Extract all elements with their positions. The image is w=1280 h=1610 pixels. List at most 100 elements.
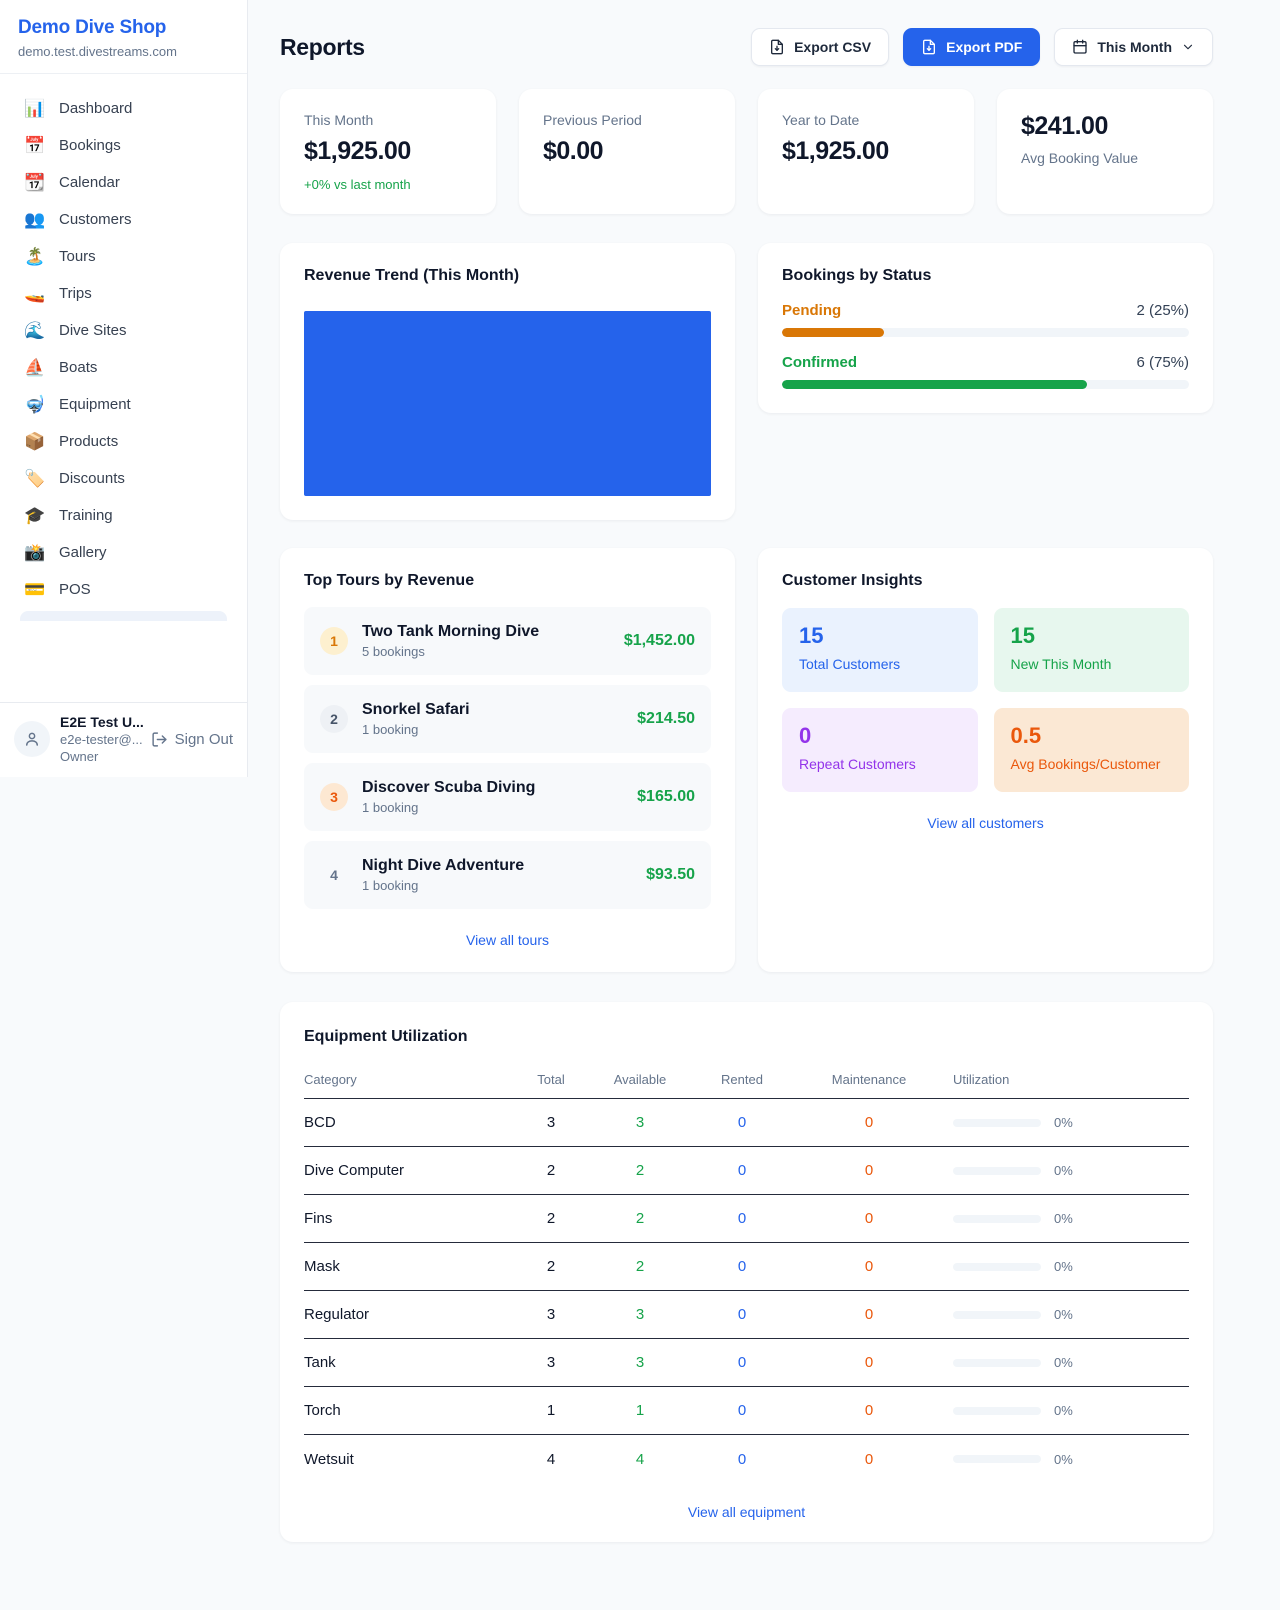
customer-insights-title: Customer Insights bbox=[782, 572, 923, 589]
cell-available: 1 bbox=[635, 1402, 645, 1419]
sidebar-item-bookings[interactable]: 📅 Bookings bbox=[8, 127, 239, 164]
sidebar-item-equipment[interactable]: 🤿 Equipment bbox=[8, 386, 239, 423]
stat-card-previous-period: Previous Period $0.00 bbox=[519, 89, 735, 214]
cell-category: BCD bbox=[304, 1114, 336, 1131]
file-download-icon bbox=[771, 39, 784, 55]
sidebar-item-boats[interactable]: ⛵ Boats bbox=[8, 349, 239, 386]
sidebar-item-dive-sites[interactable]: 🌊 Dive Sites bbox=[8, 312, 239, 349]
cell-rented: 0 bbox=[737, 1306, 747, 1323]
view-all-customers-link[interactable]: View all customers bbox=[782, 815, 1189, 831]
header-actions: Export CSV Export PDF This Month bbox=[751, 28, 1213, 66]
table-row: Tank 3 3 0 0 0% bbox=[304, 1339, 1189, 1387]
tour-bookings: 5 bookings bbox=[362, 644, 425, 659]
cell-maintenance: 0 bbox=[864, 1162, 874, 1179]
tour-revenue: $165.00 bbox=[637, 788, 695, 805]
cell-utilization: 0% bbox=[936, 1403, 1189, 1418]
camera-icon: 📸 bbox=[24, 543, 46, 562]
sidebar-item-pos[interactable]: 💳 POS bbox=[8, 571, 239, 608]
view-all-equipment-link[interactable]: View all equipment bbox=[304, 1504, 1189, 1520]
user-role: Owner bbox=[60, 749, 99, 764]
sidebar-item-gallery[interactable]: 📸 Gallery bbox=[8, 534, 239, 571]
cell-available: 2 bbox=[635, 1210, 645, 1227]
utilization-percent: 0% bbox=[1054, 1163, 1073, 1178]
cell-maintenance: 0 bbox=[864, 1450, 874, 1468]
export-csv-button[interactable]: Export CSV bbox=[751, 28, 890, 66]
utilization-percent: 0% bbox=[1054, 1451, 1073, 1467]
table-header-row: Category Total Available Rented Maintena… bbox=[304, 1061, 1189, 1099]
sidebar-item-tours[interactable]: 🏝️ Tours bbox=[8, 238, 239, 275]
user-email: e2e-tester@... bbox=[60, 732, 143, 747]
stat-card-this-month: This Month $1,925.00 +0% vs last month bbox=[280, 89, 496, 214]
shop-name: Demo Dive Shop bbox=[18, 17, 167, 38]
cell-total: 2 bbox=[546, 1210, 556, 1227]
calendar-icon bbox=[1073, 39, 1088, 54]
status-row-confirmed: Confirmed 6 (75%) bbox=[782, 354, 1189, 389]
shop-domain: demo.test.divestreams.com bbox=[18, 44, 177, 59]
cell-rented: 0 bbox=[737, 1210, 747, 1227]
column-header-maintenance: Maintenance bbox=[831, 1072, 907, 1087]
sign-out-button[interactable]: Sign Out bbox=[151, 731, 233, 748]
sidebar-item-label: Gallery bbox=[59, 544, 107, 561]
tour-list: 1 Two Tank Morning Dive 5 bookings $1,45… bbox=[304, 607, 711, 909]
package-icon: 📦 bbox=[24, 432, 46, 451]
sidebar-item-training[interactable]: 🎓 Training bbox=[8, 497, 239, 534]
main-content: Reports Export CSV Export PDF This Month… bbox=[248, 0, 1280, 1542]
sign-out-label: Sign Out bbox=[174, 730, 233, 748]
sidebar-item-label: Training bbox=[59, 507, 113, 524]
cell-available: 3 bbox=[635, 1306, 645, 1323]
revenue-trend-title: Revenue Trend (This Month) bbox=[304, 267, 520, 284]
cell-rented: 0 bbox=[737, 1258, 747, 1275]
tile-label: Total Customers bbox=[799, 656, 901, 672]
export-pdf-button[interactable]: Export PDF bbox=[903, 28, 1041, 66]
sidebar-item-label: Trips bbox=[59, 285, 92, 302]
utilization-bar bbox=[953, 1214, 1041, 1223]
table-row: Fins 2 2 0 0 0% bbox=[304, 1195, 1189, 1243]
cell-available: 2 bbox=[635, 1258, 645, 1275]
column-header-available: Available bbox=[613, 1072, 667, 1087]
wave-icon: 🌊 bbox=[24, 321, 46, 340]
cell-total: 1 bbox=[546, 1402, 556, 1419]
topbar: Reports Export CSV Export PDF This Month bbox=[280, 28, 1213, 66]
tile-value: 15 bbox=[1010, 623, 1035, 648]
status-row-pending: Pending 2 (25%) bbox=[782, 302, 1189, 337]
view-all-tours-link[interactable]: View all tours bbox=[304, 932, 711, 948]
chevron-down-icon bbox=[1183, 44, 1193, 50]
bookings-by-status-title: Bookings by Status bbox=[782, 267, 932, 284]
top-tours-title: Top Tours by Revenue bbox=[304, 572, 475, 589]
sidebar-item-trips[interactable]: 🚤 Trips bbox=[8, 275, 239, 312]
tile-label: Avg Bookings/Customer bbox=[1010, 756, 1161, 772]
sidebar-nav: 📊 Dashboard 📅 Bookings 📆 Calendar 👥 Cust… bbox=[0, 74, 247, 621]
sidebar-item-label: Boats bbox=[59, 359, 98, 376]
cell-available: 4 bbox=[635, 1450, 645, 1468]
tour-bookings: 1 booking bbox=[362, 722, 419, 737]
sidebar-item-dashboard[interactable]: 📊 Dashboard bbox=[8, 90, 239, 127]
insight-tile-new-this-month: 15 New This Month bbox=[993, 608, 1189, 692]
sidebar-item-customers[interactable]: 👥 Customers bbox=[8, 201, 239, 238]
utilization-bar bbox=[953, 1262, 1041, 1271]
graduation-cap-icon: 🎓 bbox=[24, 506, 46, 525]
speedboat-icon: 🚤 bbox=[24, 284, 46, 303]
period-select[interactable]: This Month bbox=[1054, 28, 1213, 66]
stat-card-avg-booking-value: $241.00 Avg Booking Value bbox=[997, 89, 1213, 214]
rank-badge: 1 bbox=[320, 627, 348, 655]
cell-maintenance: 0 bbox=[864, 1114, 874, 1131]
sidebar-item-discounts[interactable]: 🏷️ Discounts bbox=[8, 460, 239, 497]
cell-total: 2 bbox=[546, 1258, 556, 1275]
sidebar-item-reports-partial[interactable] bbox=[20, 611, 227, 621]
utilization-bar bbox=[953, 1455, 1041, 1463]
column-header-rented: Rented bbox=[721, 1072, 763, 1087]
sidebar-item-products[interactable]: 📦 Products bbox=[8, 423, 239, 460]
sidebar-item-calendar[interactable]: 📆 Calendar bbox=[8, 164, 239, 201]
sidebar-item-label: Customers bbox=[59, 211, 132, 228]
cell-category: Fins bbox=[304, 1210, 333, 1227]
tile-value: 0 bbox=[799, 723, 812, 748]
cell-maintenance: 0 bbox=[864, 1306, 874, 1323]
stat-card-year-to-date: Year to Date $1,925.00 bbox=[758, 89, 974, 214]
tour-name: Two Tank Morning Dive bbox=[362, 623, 540, 640]
utilization-percent: 0% bbox=[1054, 1403, 1073, 1418]
tour-revenue: $1,452.00 bbox=[623, 632, 695, 649]
diving-mask-icon: 🤿 bbox=[24, 395, 46, 414]
cell-maintenance: 0 bbox=[864, 1258, 874, 1275]
cell-category: Tank bbox=[304, 1354, 336, 1371]
cell-total: 4 bbox=[546, 1450, 556, 1468]
